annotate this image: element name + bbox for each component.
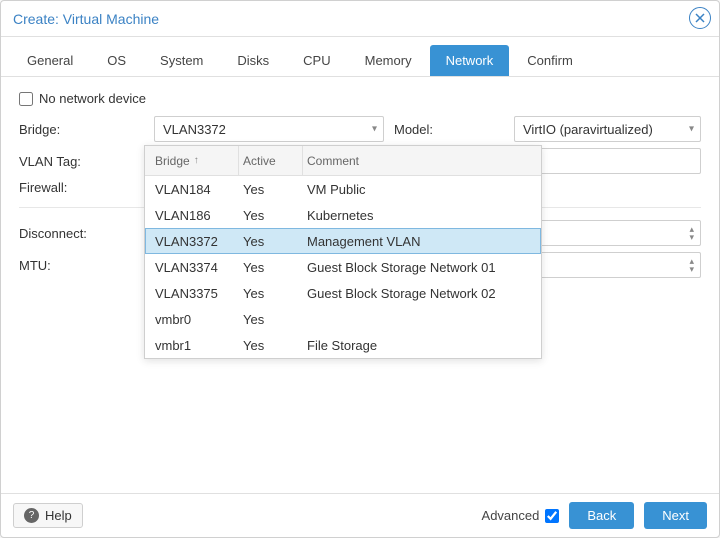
form-body: No network device Bridge: VLAN3372 ▾ Mod…	[1, 77, 719, 493]
disconnect-label: Disconnect:	[19, 226, 144, 241]
dropdown-row[interactable]: vmbr0Yes	[145, 306, 541, 332]
row-cell-bridge: VLAN3372	[145, 234, 239, 249]
dropdown-row[interactable]: VLAN186YesKubernetes	[145, 202, 541, 228]
sort-asc-icon: ↑	[194, 155, 199, 166]
mtu-label: MTU:	[19, 258, 144, 273]
spinner-arrows-icon: ▴▾	[689, 257, 694, 273]
col-header-active[interactable]: Active	[239, 146, 303, 175]
spinner-arrows-icon: ▴▾	[689, 225, 694, 241]
row-cell-bridge: VLAN184	[145, 182, 239, 197]
advanced-toggle[interactable]: Advanced	[482, 508, 560, 523]
bridge-label: Bridge:	[19, 122, 144, 137]
firewall-label: Firewall:	[19, 180, 144, 195]
row-cell-comment: VM Public	[303, 182, 541, 197]
dropdown-row[interactable]: vmbr1YesFile Storage	[145, 332, 541, 358]
mtu-spinner[interactable]: ▴▾	[514, 252, 701, 278]
row-cell-active: Yes	[239, 312, 303, 327]
tab-os[interactable]: OS	[91, 45, 142, 76]
row-cell-comment: File Storage	[303, 338, 541, 353]
tab-memory[interactable]: Memory	[349, 45, 428, 76]
model-value: VirtIO (paravirtualized)	[523, 122, 653, 137]
row-cell-active: Yes	[239, 234, 303, 249]
dropdown-row[interactable]: VLAN184YesVM Public	[145, 176, 541, 202]
no-network-row: No network device	[19, 91, 701, 106]
wizard-tabs: General OS System Disks CPU Memory Netwo…	[1, 37, 719, 77]
dropdown-row[interactable]: VLAN3375YesGuest Block Storage Network 0…	[145, 280, 541, 306]
col-header-bridge[interactable]: Bridge ↑	[145, 146, 239, 175]
tab-disks[interactable]: Disks	[221, 45, 285, 76]
dropdown-row[interactable]: VLAN3374YesGuest Block Storage Network 0…	[145, 254, 541, 280]
chevron-down-icon: ▾	[372, 124, 377, 135]
row-cell-active: Yes	[239, 208, 303, 223]
bridge-dropdown: Bridge ↑ Active Comment VLAN184YesVM Pub…	[144, 145, 542, 359]
col-header-bridge-label: Bridge	[155, 154, 190, 168]
no-network-label: No network device	[39, 91, 146, 106]
bridge-combo[interactable]: VLAN3372 ▾	[154, 116, 384, 142]
dropdown-rows: VLAN184YesVM PublicVLAN186YesKubernetesV…	[145, 176, 541, 358]
row-cell-bridge: VLAN186	[145, 208, 239, 223]
row-cell-comment: Guest Block Storage Network 02	[303, 286, 541, 301]
tab-general[interactable]: General	[11, 45, 89, 76]
model-label: Model:	[394, 122, 504, 137]
row-cell-active: Yes	[239, 260, 303, 275]
row-cell-bridge: vmbr0	[145, 312, 239, 327]
create-vm-window: Create: Virtual Machine General OS Syste…	[0, 0, 720, 538]
tab-cpu[interactable]: CPU	[287, 45, 346, 76]
no-network-checkbox[interactable]	[19, 92, 33, 106]
col-header-comment[interactable]: Comment	[303, 154, 541, 168]
row-cell-bridge: VLAN3374	[145, 260, 239, 275]
help-label: Help	[45, 508, 72, 523]
col-header-comment-label: Comment	[307, 154, 359, 168]
row-cell-active: Yes	[239, 286, 303, 301]
row-cell-active: Yes	[239, 182, 303, 197]
rate-limit-spinner[interactable]: ted ▴▾	[514, 220, 701, 246]
next-button[interactable]: Next	[644, 502, 707, 529]
vlan-tag-label: VLAN Tag:	[19, 154, 144, 169]
dropdown-row[interactable]: VLAN3372YesManagement VLAN	[145, 228, 541, 254]
row-cell-comment: Guest Block Storage Network 01	[303, 260, 541, 275]
mac-address-field[interactable]	[514, 148, 701, 174]
close-icon[interactable]	[689, 7, 711, 29]
advanced-checkbox[interactable]	[545, 509, 559, 523]
tab-confirm[interactable]: Confirm	[511, 45, 589, 76]
model-combo[interactable]: VirtIO (paravirtualized) ▾	[514, 116, 701, 142]
row-cell-active: Yes	[239, 338, 303, 353]
tab-network[interactable]: Network	[430, 45, 510, 76]
col-header-active-label: Active	[243, 154, 276, 168]
tab-system[interactable]: System	[144, 45, 219, 76]
back-button[interactable]: Back	[569, 502, 634, 529]
advanced-label: Advanced	[482, 508, 540, 523]
row-cell-bridge: VLAN3375	[145, 286, 239, 301]
footer: ? Help Advanced Back Next	[1, 493, 719, 537]
help-button[interactable]: ? Help	[13, 503, 83, 528]
row-cell-bridge: vmbr1	[145, 338, 239, 353]
help-icon: ?	[24, 508, 39, 523]
dropdown-header: Bridge ↑ Active Comment	[145, 146, 541, 176]
row-cell-comment: Kubernetes	[303, 208, 541, 223]
bridge-value: VLAN3372	[163, 122, 226, 137]
window-title: Create: Virtual Machine	[13, 11, 159, 27]
titlebar: Create: Virtual Machine	[1, 1, 719, 37]
chevron-down-icon: ▾	[689, 124, 694, 135]
row-cell-comment: Management VLAN	[303, 234, 541, 249]
